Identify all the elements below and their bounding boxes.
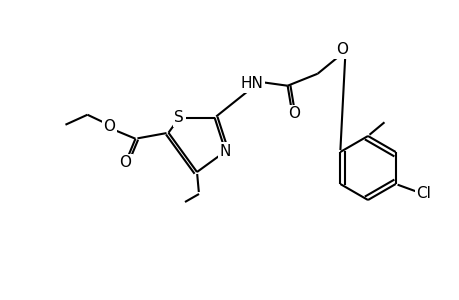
Text: Cl: Cl [415,185,430,200]
Text: S: S [174,110,184,125]
Text: HN: HN [240,76,263,91]
Text: N: N [219,144,231,159]
Text: O: O [335,42,347,57]
Text: O: O [119,155,131,170]
Text: O: O [103,119,115,134]
Text: O: O [287,106,299,121]
